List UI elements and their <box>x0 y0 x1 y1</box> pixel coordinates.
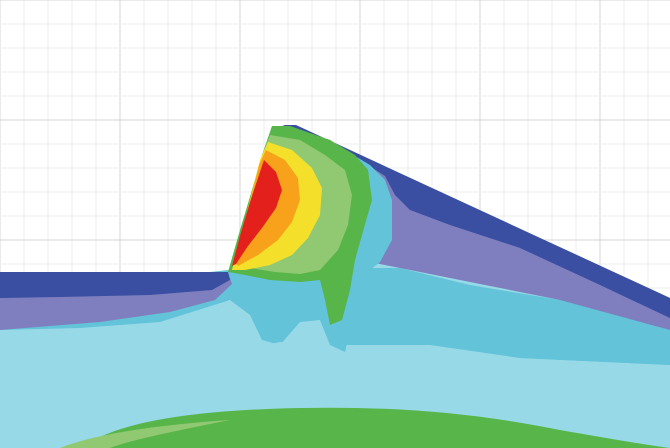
contour-band-light-green-deep <box>60 420 230 448</box>
surface-band-dark-blue <box>0 272 230 298</box>
tool-contours <box>228 126 372 325</box>
uncut-surface-bands <box>0 272 232 330</box>
contour-band-green-deep <box>80 407 670 448</box>
tool-band-red-spot <box>262 170 272 190</box>
chip-band-dark-blue <box>282 125 670 318</box>
